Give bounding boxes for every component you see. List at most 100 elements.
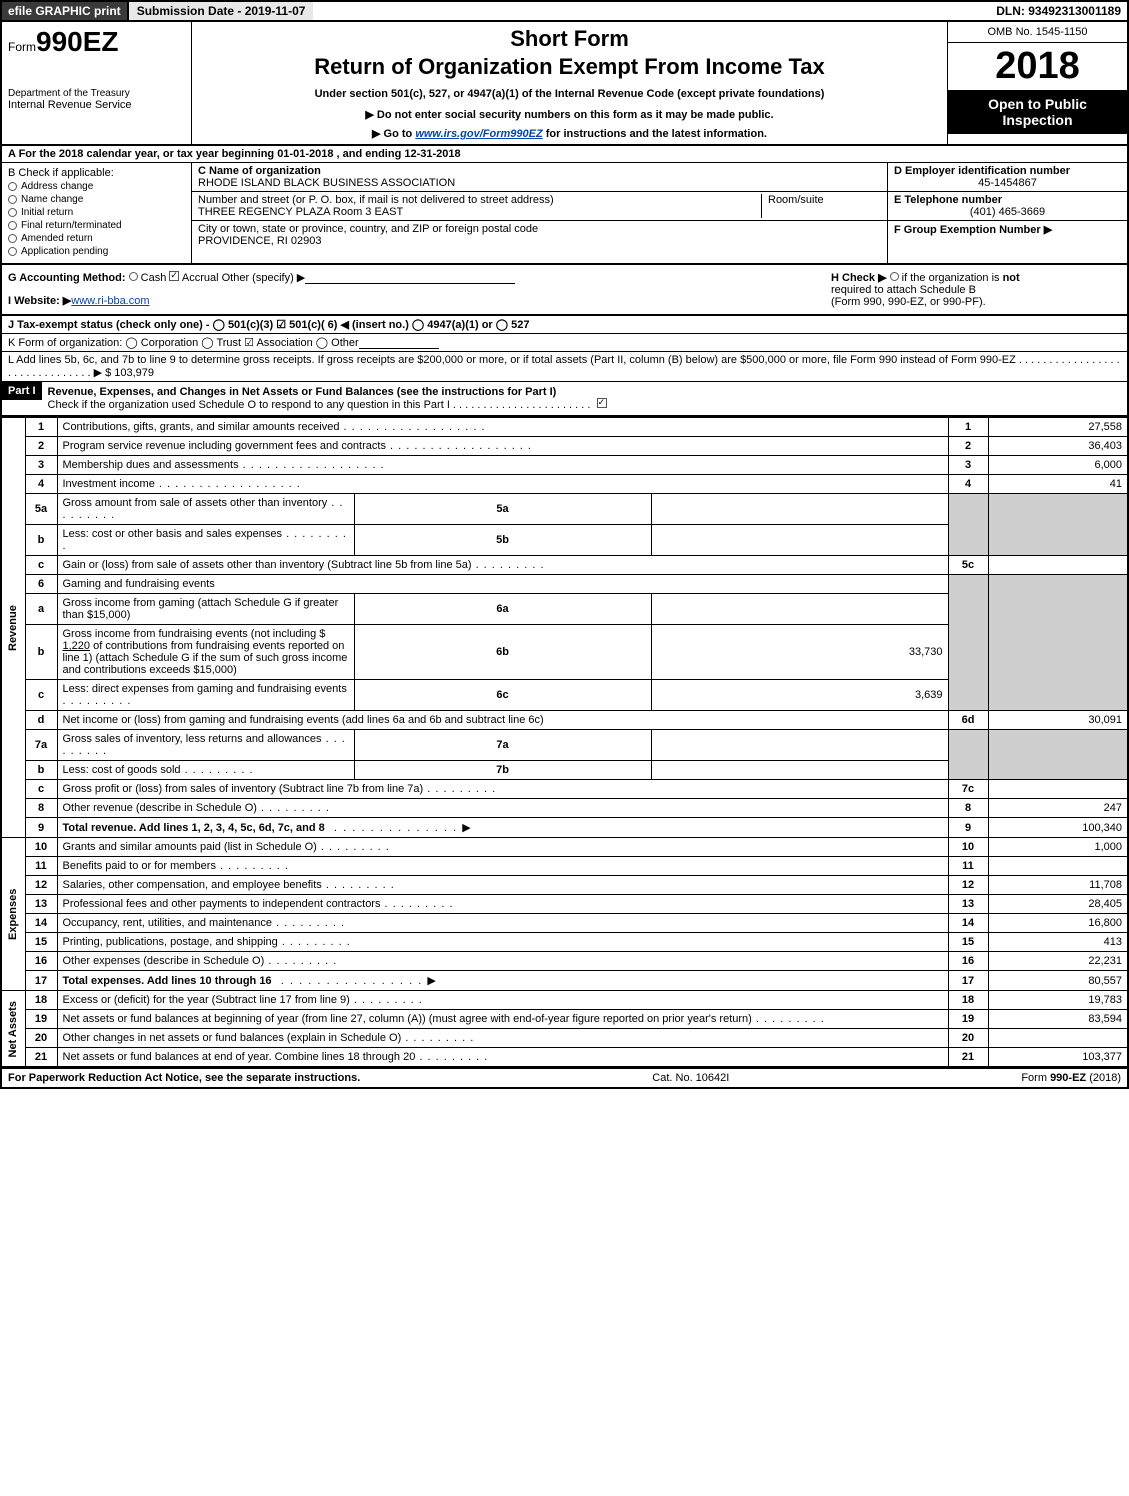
website-link[interactable]: www.ri-bba.com — [71, 295, 149, 307]
r-ln: 14 — [948, 914, 988, 933]
k-other-blank[interactable] — [359, 348, 439, 349]
check-name-change[interactable]: Name change — [8, 194, 185, 205]
r-ln: 2 — [948, 437, 988, 456]
g-cash: Cash — [141, 272, 167, 284]
l-text: L Add lines 5b, 6c, and 7b to line 9 to … — [8, 354, 1120, 379]
department-line-1: Department of the Treasury — [8, 88, 185, 99]
mid-ln: 5b — [354, 525, 651, 556]
r-val: 6,000 — [988, 456, 1128, 475]
footer-center: Cat. No. 10642I — [652, 1072, 729, 1084]
tax-year: 2018 — [948, 43, 1127, 90]
line-7a-desc: Gross sales of inventory, less returns a… — [57, 730, 354, 761]
ln: 1 — [25, 418, 57, 437]
form-code: Form990EZ — [8, 26, 185, 58]
j-text: J Tax-exempt status (check only one) - ◯… — [8, 319, 529, 331]
line-12-desc: Salaries, other compensation, and employ… — [57, 876, 948, 895]
check-final-return[interactable]: Final return/terminated — [8, 220, 185, 231]
ln: d — [25, 711, 57, 730]
section-l: L Add lines 5b, 6c, and 7b to line 9 to … — [0, 352, 1129, 382]
go-to-suffix: for instructions and the latest informat… — [543, 128, 767, 140]
line-9-desc: Total revenue. Add lines 1, 2, 3, 4, 5c,… — [57, 818, 948, 838]
r-ln: 13 — [948, 895, 988, 914]
line-17-desc: Total expenses. Add lines 10 through 16 … — [57, 971, 948, 991]
r-ln: 1 — [948, 418, 988, 437]
r-val: 83,594 — [988, 1010, 1128, 1029]
r-val: 19,783 — [988, 991, 1128, 1010]
r-ln: 17 — [948, 971, 988, 991]
radio-icon — [8, 247, 17, 256]
submission-date: Submission Date - 2019-11-07 — [129, 2, 314, 20]
r-ln: 11 — [948, 857, 988, 876]
r-val: 28,405 — [988, 895, 1128, 914]
grey-cell — [948, 730, 988, 780]
grey-cell — [948, 494, 988, 556]
r-ln: 9 — [948, 818, 988, 838]
g-block: G Accounting Method: Cash Accrual Other … — [8, 271, 821, 308]
ln: 15 — [25, 933, 57, 952]
section-a-text: A For the 2018 calendar year, or tax yea… — [8, 148, 461, 160]
line-8-desc: Other revenue (describe in Schedule O) — [57, 799, 948, 818]
footer-right: Form 990-EZ (2018) — [1021, 1072, 1121, 1084]
line-1-desc: Contributions, gifts, grants, and simila… — [57, 418, 948, 437]
line-6b-desc: Gross income from fundraising events (no… — [57, 625, 354, 680]
c-name-label: C Name of organization — [198, 165, 321, 177]
c-city-cell: City or town, state or province, country… — [192, 221, 887, 249]
mid-val — [651, 730, 948, 761]
r-ln: 5c — [948, 556, 988, 575]
radio-icon[interactable] — [890, 272, 899, 281]
part-1-header: Part I Revenue, Expenses, and Changes in… — [0, 382, 1129, 417]
ln: 5a — [25, 494, 57, 525]
b-item-2: Initial return — [21, 207, 73, 218]
mid-ln: 6c — [354, 680, 651, 711]
6b-pre: Gross income from fundraising events (no… — [63, 628, 326, 640]
department-line-2: Internal Revenue Service — [8, 99, 185, 111]
section-g-h: G Accounting Method: Cash Accrual Other … — [0, 265, 1129, 315]
ln: b — [25, 525, 57, 556]
check-initial-return[interactable]: Initial return — [8, 207, 185, 218]
return-title: Return of Organization Exempt From Incom… — [200, 54, 939, 80]
efile-print-button[interactable]: efile GRAPHIC print — [2, 2, 129, 20]
radio-icon — [8, 208, 17, 217]
c-street-label: Number and street (or P. O. box, if mail… — [198, 194, 554, 206]
f-cell: F Group Exemption Number ▶ — [888, 221, 1127, 247]
ln: c — [25, 680, 57, 711]
room-suite: Room/suite — [761, 194, 881, 218]
mid-ln: 6b — [354, 625, 651, 680]
under-section: Under section 501(c), 527, or 4947(a)(1)… — [200, 88, 939, 100]
footer: For Paperwork Reduction Act Notice, see … — [0, 1068, 1129, 1089]
section-b-through-f: B Check if applicable: Address change Na… — [0, 162, 1129, 265]
r-ln: 12 — [948, 876, 988, 895]
c-city-val: PROVIDENCE, RI 02903 — [198, 235, 322, 247]
r-val — [988, 1029, 1128, 1048]
line-6a-desc: Gross income from gaming (attach Schedul… — [57, 594, 354, 625]
mid-val: 3,639 — [651, 680, 948, 711]
grey-cell — [988, 494, 1128, 556]
check-address-change[interactable]: Address change — [8, 181, 185, 192]
check-amended-return[interactable]: Amended return — [8, 233, 185, 244]
line-3-desc: Membership dues and assessments — [57, 456, 948, 475]
open-line-1: Open to Public — [950, 96, 1125, 112]
radio-icon[interactable] — [129, 272, 138, 281]
c-street-cell: Number and street (or P. O. box, if mail… — [192, 192, 887, 221]
b-label: B Check if applicable: — [8, 167, 185, 179]
checkbox-icon[interactable] — [169, 271, 179, 281]
line-6-desc: Gaming and fundraising events — [57, 575, 948, 594]
r-val: 11,708 — [988, 876, 1128, 895]
r-ln: 7c — [948, 780, 988, 799]
r-ln: 4 — [948, 475, 988, 494]
checkbox-icon[interactable] — [597, 398, 607, 408]
section-j: J Tax-exempt status (check only one) - ◯… — [0, 315, 1129, 334]
g-other-blank[interactable] — [305, 283, 515, 284]
mid-ln: 6a — [354, 594, 651, 625]
ln: 8 — [25, 799, 57, 818]
line-7c-desc: Gross profit or (loss) from sales of inv… — [57, 780, 948, 799]
check-application-pending[interactable]: Application pending — [8, 246, 185, 257]
i-block: I Website: ▶www.ri-bba.com — [8, 294, 821, 307]
b-item-1: Name change — [21, 194, 83, 205]
line-14-desc: Occupancy, rent, utilities, and maintena… — [57, 914, 948, 933]
expenses-label: Expenses — [1, 838, 25, 991]
go-to-link[interactable]: www.irs.gov/Form990EZ — [415, 128, 542, 140]
ln: 6 — [25, 575, 57, 594]
r-val — [988, 780, 1128, 799]
line-4-desc: Investment income — [57, 475, 948, 494]
